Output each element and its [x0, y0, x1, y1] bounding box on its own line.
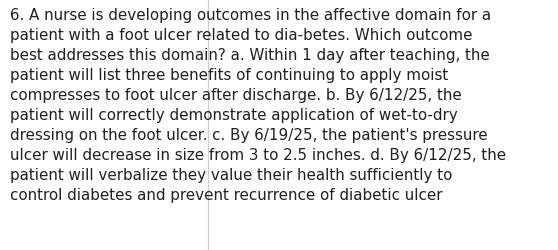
Text: 6. A nurse is developing outcomes in the affective domain for a
patient with a f: 6. A nurse is developing outcomes in the… — [10, 8, 506, 202]
